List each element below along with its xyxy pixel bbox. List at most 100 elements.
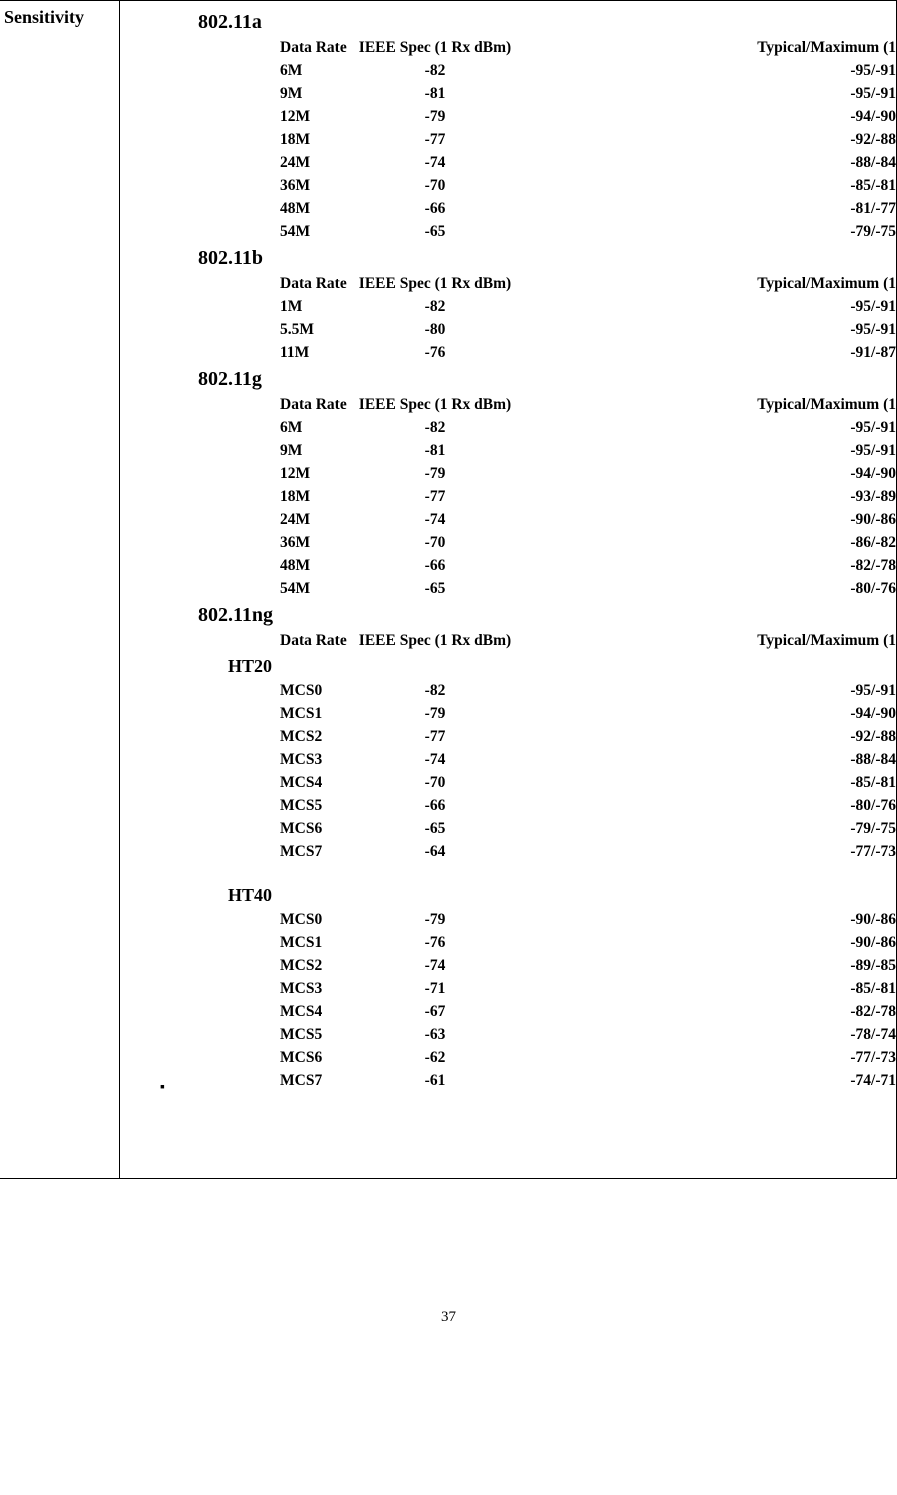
table-row: MCS4-70-85/-81 [120, 771, 896, 794]
row-header-cell: Sensitivity [0, 1, 120, 1178]
table-row: MCS1-79-94/-90 [120, 702, 896, 725]
spec-table: Sensitivity 802.11aData RateIEEE Spec (1… [0, 0, 897, 1179]
col-header-typical: Typical/Maximum (1 [560, 393, 896, 416]
cell-typical-max: -81/-77 [560, 197, 896, 220]
cell-typical-max: -86/-82 [560, 531, 896, 554]
column-header-row: Data RateIEEE Spec (1 Rx dBm)Typical/Max… [120, 393, 896, 416]
cell-ieee-spec: -66 [310, 554, 560, 577]
cell-ieee-spec: -77 [310, 485, 560, 508]
cell-data-rate: 18M [120, 485, 310, 508]
cell-ieee-spec: -66 [310, 197, 560, 220]
spacer [120, 863, 896, 881]
col-header-spec: IEEE Spec (1 Rx dBm) [310, 36, 560, 59]
cell-typical-max: -95/-91 [560, 295, 896, 318]
cell-typical-max: -80/-76 [560, 577, 896, 600]
cell-ieee-spec: -74 [310, 508, 560, 531]
cell-data-rate: MCS6 [120, 1046, 310, 1069]
section-title: 802.11ng [198, 604, 896, 627]
cell-typical-max: -95/-91 [560, 82, 896, 105]
col-header-rate: Data Rate [120, 36, 310, 59]
cell-typical-max: -88/-84 [560, 151, 896, 174]
row-header-label: Sensitivity [4, 7, 84, 27]
table-row: 54M-65-79/-75 [120, 220, 896, 243]
cell-ieee-spec: -61 [310, 1069, 560, 1092]
cell-ieee-spec: -77 [310, 725, 560, 748]
cell-data-rate: MCS0 [120, 908, 310, 931]
table-row: 48M-66-81/-77 [120, 197, 896, 220]
cell-data-rate: 36M [120, 174, 310, 197]
cell-typical-max: -85/-81 [560, 174, 896, 197]
cell-ieee-spec: -74 [310, 954, 560, 977]
cell-ieee-spec: -70 [310, 771, 560, 794]
table-row: MCS6-62-77/-73 [120, 1046, 896, 1069]
cell-data-rate: 9M [120, 439, 310, 462]
table-row: 6M-82-95/-91 [120, 59, 896, 82]
cell-ieee-spec: -70 [310, 531, 560, 554]
cell-data-rate: 9M [120, 82, 310, 105]
table-row: 11M-76-91/-87 [120, 341, 896, 364]
table-row: 5.5M-80-95/-91 [120, 318, 896, 341]
cell-data-rate: 1M [120, 295, 310, 318]
cell-ieee-spec: -77 [310, 128, 560, 151]
cell-ieee-spec: -63 [310, 1023, 560, 1046]
cell-data-rate: MCS4 [120, 771, 310, 794]
cell-data-rate: 24M [120, 151, 310, 174]
table-row: MCS7-64-77/-73 [120, 840, 896, 863]
table-row: 6M-82-95/-91 [120, 416, 896, 439]
cell-typical-max: -95/-91 [560, 679, 896, 702]
cell-typical-max: -95/-91 [560, 416, 896, 439]
cell-data-rate: 18M [120, 128, 310, 151]
cell-typical-max: -78/-74 [560, 1023, 896, 1046]
cell-typical-max: -82/-78 [560, 1000, 896, 1023]
table-row: MCS7-61-74/-71 [120, 1069, 896, 1092]
table-row: 9M-81-95/-91 [120, 82, 896, 105]
cell-ieee-spec: -65 [310, 817, 560, 840]
cell-data-rate: 48M [120, 554, 310, 577]
cell-ieee-spec: -82 [310, 679, 560, 702]
table-row: 24M-74-90/-86 [120, 508, 896, 531]
col-header-rate: Data Rate [120, 272, 310, 295]
col-header-rate: Data Rate [120, 393, 310, 416]
cell-ieee-spec: -66 [310, 794, 560, 817]
cell-typical-max: -92/-88 [560, 725, 896, 748]
cell-typical-max: -95/-91 [560, 59, 896, 82]
table-row: MCS2-74-89/-85 [120, 954, 896, 977]
cell-data-rate: 36M [120, 531, 310, 554]
column-header-row: Data RateIEEE Spec (1 Rx dBm)Typical/Max… [120, 629, 896, 652]
cell-data-rate: MCS1 [120, 931, 310, 954]
cell-data-rate: MCS7 [120, 840, 310, 863]
cell-typical-max: -90/-86 [560, 908, 896, 931]
cell-data-rate: 54M [120, 577, 310, 600]
cell-typical-max: -74/-71 [560, 1069, 896, 1092]
table-row: MCS6-65-79/-75 [120, 817, 896, 840]
cell-typical-max: -79/-75 [560, 817, 896, 840]
cell-typical-max: -77/-73 [560, 840, 896, 863]
cell-data-rate: 11M [120, 341, 310, 364]
cell-data-rate: MCS5 [120, 1023, 310, 1046]
cell-data-rate: 48M [120, 197, 310, 220]
col-header-spec: IEEE Spec (1 Rx dBm) [310, 272, 560, 295]
cell-ieee-spec: -81 [310, 439, 560, 462]
cell-ieee-spec: -70 [310, 174, 560, 197]
cell-data-rate: MCS0 [120, 679, 310, 702]
cell-typical-max: -90/-86 [560, 931, 896, 954]
cell-ieee-spec: -74 [310, 748, 560, 771]
table-row: 48M-66-82/-78 [120, 554, 896, 577]
cell-typical-max: -92/-88 [560, 128, 896, 151]
cell-data-rate: MCS5 [120, 794, 310, 817]
table-row: MCS3-74-88/-84 [120, 748, 896, 771]
cell-data-rate: MCS3 [120, 977, 310, 1000]
table-row: MCS1-76-90/-86 [120, 931, 896, 954]
table-row: 36M-70-86/-82 [120, 531, 896, 554]
table-row: 12M-79-94/-90 [120, 462, 896, 485]
table-row: MCS4-67-82/-78 [120, 1000, 896, 1023]
cell-typical-max: -94/-90 [560, 105, 896, 128]
cell-data-rate: MCS6 [120, 817, 310, 840]
table-row: MCS0-82-95/-91 [120, 679, 896, 702]
col-header-rate: Data Rate [120, 629, 310, 652]
cell-ieee-spec: -82 [310, 416, 560, 439]
cell-typical-max: -93/-89 [560, 485, 896, 508]
cell-typical-max: -91/-87 [560, 341, 896, 364]
table-row: MCS5-63-78/-74 [120, 1023, 896, 1046]
cell-ieee-spec: -74 [310, 151, 560, 174]
